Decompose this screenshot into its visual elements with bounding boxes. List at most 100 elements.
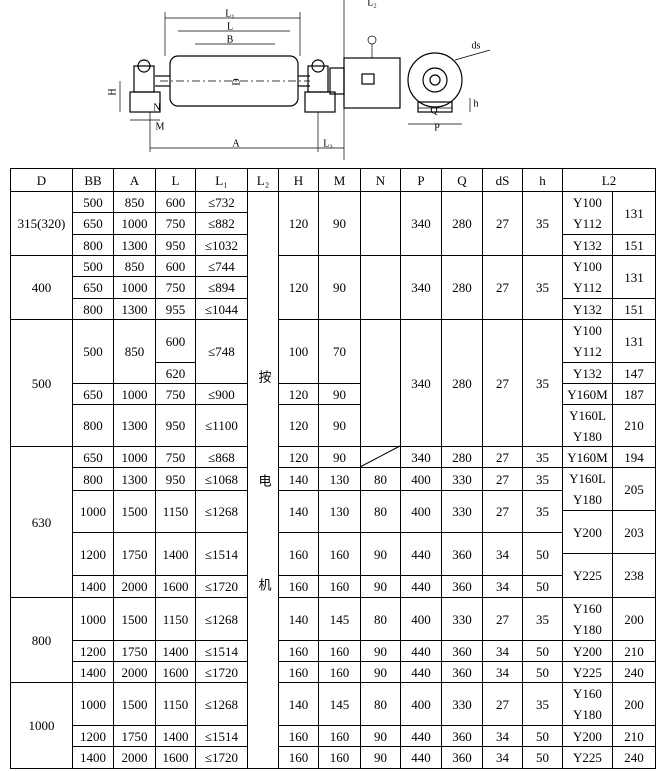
dimension-label: A	[232, 138, 240, 149]
table-cell: ≤1032	[195, 234, 248, 256]
table-cell: 1750	[113, 532, 156, 576]
table-cell: 160	[278, 725, 319, 747]
table-cell: 120	[278, 191, 319, 256]
dimension-label: M	[156, 121, 165, 132]
table-cell: 27	[482, 682, 523, 726]
motor	[343, 57, 401, 109]
table-cell: 145	[318, 682, 361, 726]
table-cell: 330	[441, 682, 483, 726]
table-cell: 90	[318, 255, 361, 320]
table-cell: 240	[612, 661, 656, 683]
table-cell: 1750	[113, 640, 156, 662]
header-cell: h	[522, 168, 563, 192]
table-cell: 151	[612, 298, 656, 320]
table-cell: 330	[441, 467, 483, 491]
table-cell: 850	[113, 191, 156, 213]
table-cell: ≤1720	[195, 746, 248, 769]
table-cell: 50	[522, 532, 563, 576]
table-cell: 131	[612, 255, 656, 299]
table-cell: 160	[318, 746, 361, 769]
table-cell: 360	[441, 725, 483, 747]
table-cell: 400	[400, 490, 442, 533]
header-cell: P	[400, 168, 442, 192]
table-cell: 330	[441, 490, 483, 533]
table-cell: 35	[522, 255, 563, 320]
table-cell: 1150	[155, 597, 196, 641]
cell-line: Y112	[573, 280, 602, 295]
table-cell: 120	[278, 404, 319, 447]
table-cell: Y160M	[562, 446, 613, 468]
table-cell: 27	[482, 490, 523, 533]
lift-ring	[367, 35, 377, 45]
table-cell: 1300	[113, 298, 156, 320]
bearing-base	[129, 91, 161, 113]
table-cell: Y132	[562, 298, 613, 320]
group-cell: 500	[10, 319, 73, 447]
table-cell: 200	[612, 682, 656, 726]
table-cell: 750	[155, 446, 196, 468]
table-cell: 330	[441, 597, 483, 641]
dimension-label: h	[474, 98, 479, 109]
table-cell: 1500	[113, 597, 156, 641]
table-cell: 90	[360, 532, 401, 576]
group-cell: 800	[10, 597, 73, 683]
table-cell: 80	[360, 597, 401, 641]
table-cell: 27	[482, 191, 523, 256]
header-cell: N	[360, 168, 401, 192]
table-cell: 500	[72, 255, 114, 277]
drawing: L₂ L₁ LB D H NM A L₃ ds QPh	[107, 0, 491, 160]
table-cell: 1600	[155, 746, 196, 769]
header-cell: L₂	[247, 168, 279, 192]
table-cell: ≤900	[195, 383, 248, 405]
table-cell: 750	[155, 212, 196, 235]
table-cell: 151	[612, 234, 656, 256]
header-cell: A	[113, 168, 156, 192]
table-cell: 27	[482, 446, 523, 468]
table-cell: 35	[522, 467, 563, 491]
table-cell: 1300	[113, 467, 156, 491]
table-cell: 210	[612, 725, 656, 747]
table-cell: 205	[612, 467, 656, 511]
table-cell: 147	[612, 362, 656, 384]
table-cell: 1200	[72, 532, 114, 576]
table-cell: 160	[318, 640, 361, 662]
bearing	[307, 65, 329, 93]
table-cell: 80	[360, 467, 401, 491]
table-cell: 440	[400, 532, 442, 576]
table-cell: 27	[482, 467, 523, 491]
header-cell: L2	[562, 168, 656, 192]
table-cell: 203	[612, 510, 656, 554]
table-cell: 27	[482, 319, 523, 447]
dimension-label: P	[434, 122, 440, 133]
table-cell: 80	[360, 682, 401, 726]
group-cell: 630	[10, 446, 73, 598]
table-cell: 340	[400, 446, 442, 468]
bearing-cap	[137, 59, 151, 73]
table-cell: 50	[522, 575, 563, 598]
dimension-label: N	[153, 102, 160, 113]
table-cell: 650	[72, 212, 114, 235]
cell-line: Y180	[573, 492, 602, 507]
dimension-label: B	[227, 34, 234, 45]
table-cell: Y160 Y180	[562, 682, 613, 726]
table-cell: 950	[155, 234, 196, 256]
table-cell: 500	[72, 191, 114, 213]
empty-cell	[360, 446, 401, 468]
side-shaft	[429, 74, 441, 86]
table-cell: 50	[522, 725, 563, 747]
table-cell: 240	[612, 746, 656, 769]
cell-line: Y112	[573, 216, 602, 231]
table-cell: 650	[72, 276, 114, 299]
table-cell: 1000	[72, 682, 114, 726]
table-cell: 120	[278, 255, 319, 320]
table-cell: 950	[155, 404, 196, 447]
table-cell: ≤882	[195, 212, 248, 235]
coupling	[329, 67, 345, 95]
side-drum	[407, 52, 463, 108]
dimension-label: Q	[430, 105, 438, 116]
table-cell: 2000	[113, 661, 156, 683]
table-cell: 34	[482, 640, 523, 662]
table-cell: 140	[278, 682, 319, 726]
table-cell: Y160M	[562, 383, 613, 405]
table-cell: 187	[612, 383, 656, 405]
